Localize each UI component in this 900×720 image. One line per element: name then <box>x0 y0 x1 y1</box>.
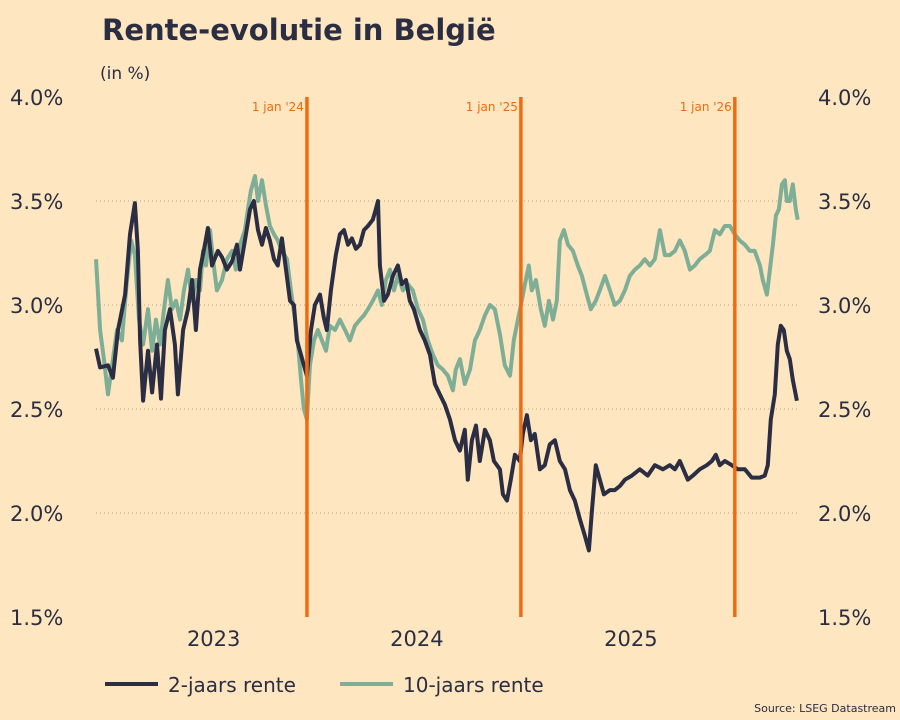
x-tick-label: 2023 <box>187 627 240 651</box>
y-tick-label-right: 1.5% <box>818 606 871 630</box>
year-marker-label: 1 jan '25 <box>466 100 518 114</box>
series-line-2-jaars-rente <box>94 199 799 553</box>
y-tick-label-left: 3.0% <box>10 294 63 318</box>
legend-label-10-jaars: 10-jaars rente <box>403 673 544 697</box>
chart-title: Rente-evolutie in België <box>102 13 496 47</box>
y-tick-label-right: 4.0% <box>818 86 871 110</box>
y-tick-label-left: 1.5% <box>10 606 63 630</box>
year-marker-label: 1 jan '24 <box>252 100 304 114</box>
chart-subtitle: (in %) <box>100 64 150 84</box>
legend-label-2-jaars: 2-jaars rente <box>168 673 296 697</box>
y-tick-label-left: 2.0% <box>10 502 63 526</box>
y-tick-label-right: 2.5% <box>818 398 871 422</box>
y-tick-label-left: 4.0% <box>10 86 63 110</box>
year-marker-label: 1 jan '26 <box>680 100 732 114</box>
x-tick-label: 2025 <box>604 627 657 651</box>
y-tick-label-left: 2.5% <box>10 398 63 422</box>
legend: 2-jaars rente 10-jaars rente <box>105 673 544 697</box>
source-note: Source: LSEG Datastream <box>754 702 896 715</box>
y-tick-label-right: 3.0% <box>818 294 871 318</box>
x-tick-label: 2024 <box>390 627 443 651</box>
series-line-10-jaars-rente <box>94 174 800 422</box>
y-tick-label-left: 3.5% <box>10 190 63 214</box>
y-tick-label-right: 2.0% <box>818 502 871 526</box>
y-tick-label-right: 3.5% <box>818 190 871 214</box>
